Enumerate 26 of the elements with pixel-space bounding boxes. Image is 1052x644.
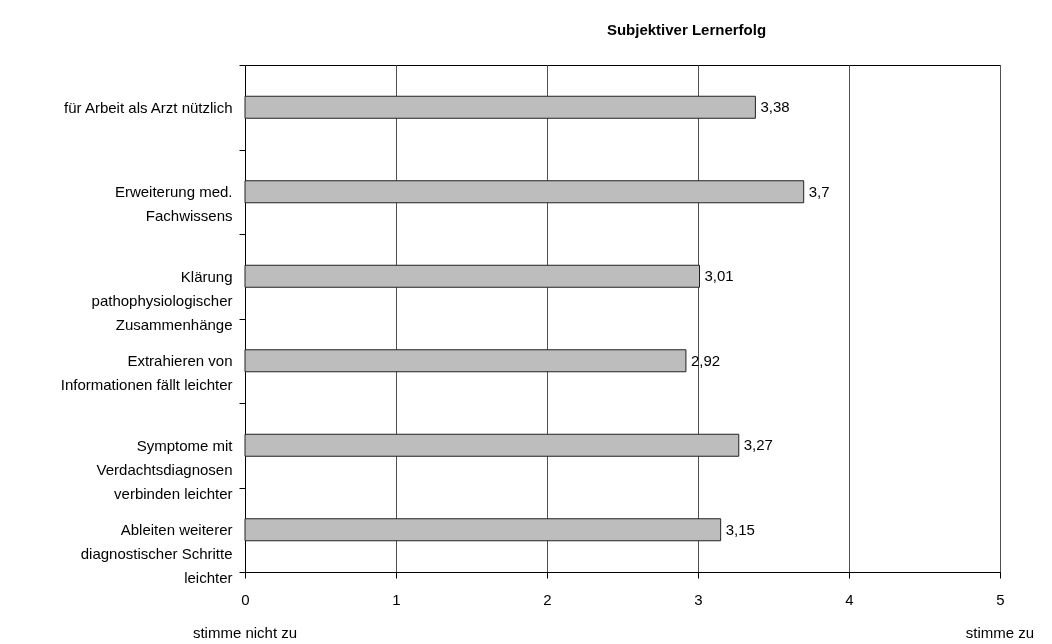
x-tick-label: 1: [392, 590, 401, 608]
bar: [244, 433, 740, 457]
bar: [244, 518, 722, 542]
data-label: 3,01: [704, 267, 734, 285]
x-tick-label: 4: [845, 590, 854, 608]
data-label: 3,7: [808, 182, 830, 200]
text: stimme nicht zu: [192, 624, 298, 641]
y-tick-label: Extrahieren von Informationen fällt leichter: [60, 352, 233, 394]
text: stimme zu: [965, 624, 1035, 641]
x-tick-label: 2: [543, 590, 552, 608]
y-tick-label: Symptome mit Verdachtsdiagnosen verbinden leichter: [96, 436, 234, 502]
data-label: 3,38: [760, 98, 790, 116]
bar: [244, 180, 805, 204]
chart-title: Subjektiver Lernerfolg: [606, 21, 767, 38]
x-tick-label: 5: [996, 590, 1005, 608]
x-tick-label: 0: [241, 590, 250, 608]
y-tick-label: Ableiten weiterer diagnostischer Schritte leichter: [80, 521, 233, 587]
x-tick-label: 3: [694, 590, 703, 608]
y-tick-label: Klärung pathophysiologischer Zusammenhänge: [91, 267, 233, 333]
data-label: 3,27: [743, 436, 773, 454]
bar: [244, 349, 687, 373]
bar: [244, 264, 701, 288]
y-tick-label: für Arbeit als Arzt nützlich: [64, 98, 233, 116]
y-tick-label: Erweiterung med. Fachwissens: [114, 183, 233, 225]
bar: [244, 95, 756, 119]
data-label: 3,15: [725, 520, 755, 538]
